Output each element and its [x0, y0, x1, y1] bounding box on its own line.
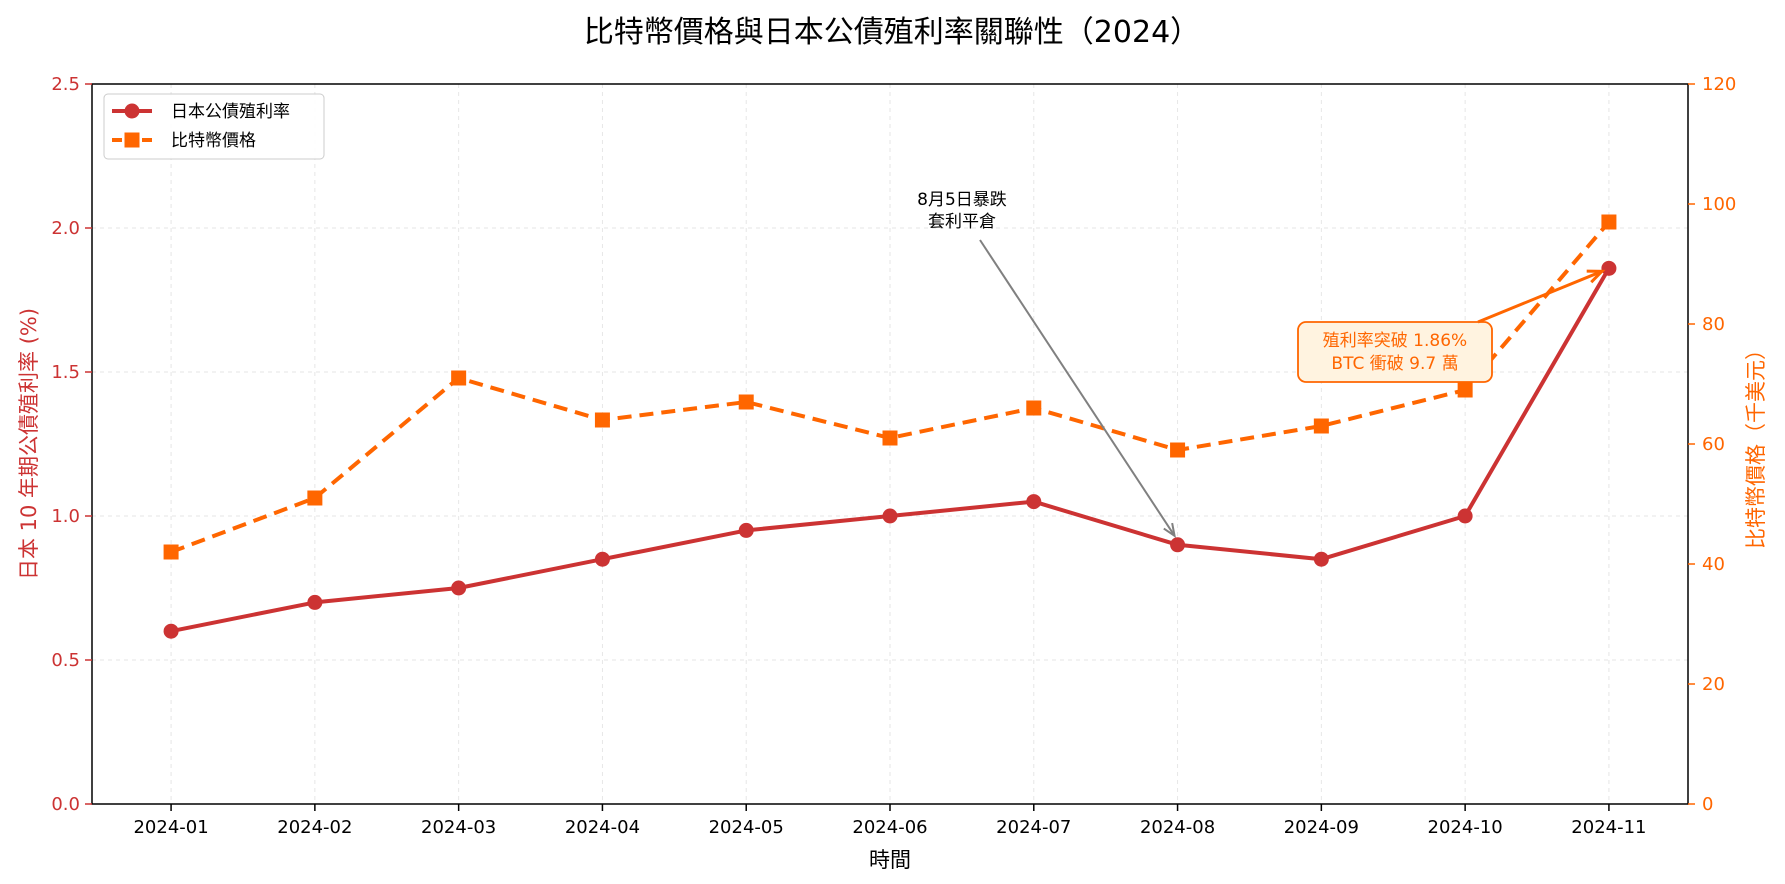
btc-data-point [738, 394, 754, 410]
yield-data-point [1026, 494, 1042, 510]
right-axis-label: 比特幣價格（千美元） [1744, 339, 1768, 549]
x-tick-label: 2024-05 [709, 817, 784, 838]
btc-data-point [1170, 442, 1186, 458]
legend-label: 比特幣價格 [171, 131, 256, 151]
x-tick-label: 2024-02 [277, 817, 352, 838]
yield-data-point [738, 522, 754, 538]
x-tick-label: 2024-09 [1284, 817, 1359, 838]
left-tick-label: 0.0 [51, 794, 80, 815]
left-axis-label: 日本 10 年期公債殖利率 (%) [17, 308, 41, 580]
right-tick-label: 0 [1702, 794, 1713, 815]
right-tick-label: 80 [1702, 314, 1725, 335]
left-tick-label: 0.5 [51, 650, 80, 671]
annotation-arrow-head [1586, 269, 1606, 284]
right-tick-label: 120 [1702, 74, 1736, 95]
axes-layer: 0.0 0.5 1.0 1.5 2.0 2.5 0 20 40 60 80 100 120 2024-01… [17, 74, 1768, 872]
left-tick-label: 1.5 [51, 362, 80, 383]
series-layer [163, 214, 1617, 639]
legend-label: 日本公債殖利率 [171, 102, 290, 122]
x-axis-label: 時間 [869, 848, 911, 872]
yield-data-point [1170, 537, 1186, 553]
btc-data-point [1457, 382, 1473, 398]
x-tick-label: 2024-07 [996, 817, 1071, 838]
breakout-annotation: 殖利率突破 1.86% BTC 衝破 9.7 萬 [1297, 269, 1606, 383]
yield-data-point [1457, 508, 1473, 524]
annotation-text-line: 套利平倉 [928, 212, 996, 232]
left-tick-label: 2.0 [51, 218, 80, 239]
btc-data-point [307, 490, 323, 506]
x-tick-label: 2024-03 [421, 817, 496, 838]
x-tick-label: 2024-04 [565, 817, 640, 838]
right-tick-label: 40 [1702, 554, 1725, 575]
x-tick-label: 2024-01 [133, 817, 208, 838]
annotation-text-line: 殖利率突破 1.86% [1323, 331, 1467, 351]
right-tick-label: 60 [1702, 434, 1725, 455]
btc-data-point [1313, 418, 1329, 434]
annotation-arrow-line [1477, 269, 1603, 324]
btc-data-point [882, 430, 898, 446]
legend-marker [124, 103, 140, 119]
yield-data-point [882, 508, 898, 524]
btc-data-point [594, 412, 610, 428]
right-tick-label: 100 [1702, 194, 1736, 215]
x-tick-label: 2024-10 [1428, 817, 1503, 838]
right-tick-label: 20 [1702, 674, 1725, 695]
btc-data-point [1601, 214, 1617, 230]
yield-data-point [307, 594, 323, 610]
annotation-text-line: BTC 衝破 9.7 萬 [1331, 354, 1458, 374]
left-tick-label: 2.5 [51, 74, 80, 95]
btc-data-point [451, 370, 467, 386]
legend-marker [124, 132, 140, 148]
annotation-arrow-line [979, 239, 1176, 537]
yield-data-point [1313, 551, 1329, 567]
btc-data-point [163, 544, 179, 560]
annotation-text-line: 8月5日暴跌 [917, 190, 1007, 210]
yield-data-point [451, 580, 467, 596]
yield-data-point [1601, 260, 1617, 276]
legend-frame [103, 93, 325, 160]
left-tick-label: 1.0 [51, 506, 80, 527]
x-tick-label: 2024-08 [1140, 817, 1215, 838]
yield-data-point [594, 551, 610, 567]
yield-data-point [163, 623, 179, 639]
annotation-box [1297, 321, 1493, 383]
chart-title: 比特幣價格與日本公債殖利率關聯性（2024） [584, 15, 1200, 50]
btc-data-point [1026, 400, 1042, 416]
annotation-arrow-head [1163, 522, 1176, 538]
x-tick-label: 2024-11 [1571, 817, 1646, 838]
x-tick-label: 2024-06 [852, 817, 927, 838]
